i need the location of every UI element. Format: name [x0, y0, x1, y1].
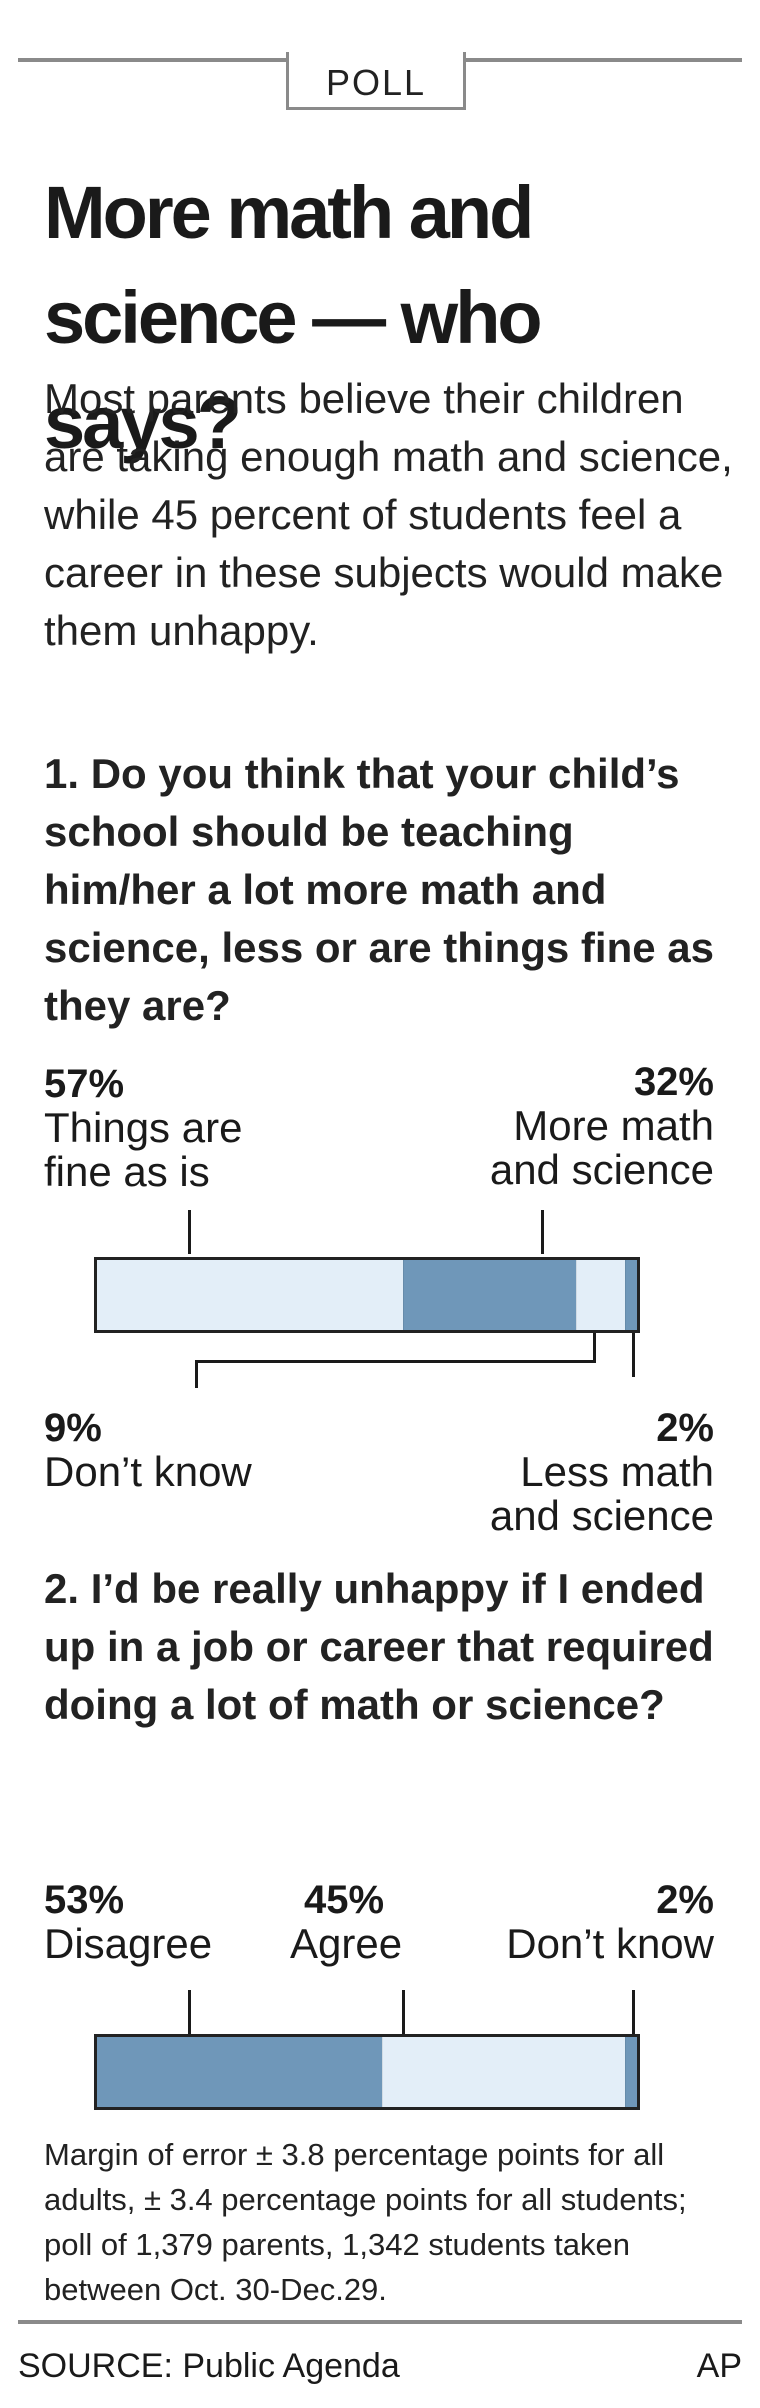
question-2: 2. I’d be really unhappy if I ended up i…: [44, 1565, 714, 1728]
q1-more-label-1: More math: [513, 1102, 714, 1149]
bottom-rule: [18, 2320, 742, 2324]
q1-more-leader: [541, 1210, 544, 1254]
q1-less-pct: 2%: [656, 1406, 714, 1450]
q2-agree-label: Agree: [290, 1920, 403, 1967]
q1-fine-pct: 57%: [44, 1062, 125, 1106]
q2-disagree-leader: [188, 1990, 191, 2034]
q1-more-label-2: and science: [489, 1146, 714, 1193]
q1-less-label-1: Less math: [520, 1448, 714, 1495]
q1-more-pct: 32%: [633, 1060, 714, 1104]
q2-dk-leader: [632, 1990, 635, 2034]
poll-tab: POLL: [286, 52, 466, 110]
ap-credit: AP: [696, 2347, 742, 2385]
q1-less-label-2: and science: [489, 1492, 714, 1539]
q1-fine-label-1: Things are: [44, 1104, 243, 1151]
question-1: 1. Do you think that your child’s school…: [44, 750, 714, 1029]
q1-fine-label-2: fine as is: [44, 1148, 210, 1195]
headline-line-1: More math and: [44, 171, 534, 254]
bar-segment-things-are-fine-as-is: [97, 1260, 404, 1330]
q1-dk-label: Don’t know: [44, 1448, 252, 1495]
q1-less-leader: [632, 1333, 635, 1377]
q1-dk-bracket: [195, 1360, 596, 1363]
q2-dk-label: Don’t know: [506, 1920, 714, 1967]
q2-agree-pct: 45%: [304, 1878, 385, 1922]
bar-segment-don-t-know: [625, 2037, 637, 2107]
bar-segment-don-t-know: [575, 1260, 626, 1330]
q1-dk-bracket-drop: [195, 1360, 198, 1388]
deck-text: Most parents believe their children are …: [44, 375, 733, 654]
q1-stacked-bar: [94, 1257, 640, 1333]
source-credit: SOURCE: Public Agenda: [18, 2347, 400, 2385]
headline: More math and science — who says?: [44, 160, 734, 475]
q2-stacked-bar: [94, 2034, 640, 2110]
bar-segment-disagree: [97, 2037, 383, 2107]
q1-dk-leader: [593, 1333, 596, 1363]
q2-disagree-label: Disagree: [44, 1920, 213, 1967]
q1-dk-pct: 9%: [44, 1406, 102, 1450]
headline-line-2: science — who says?: [44, 276, 543, 464]
bar-segment-more-math-and-science: [403, 1260, 576, 1330]
q2-disagree-pct: 53%: [44, 1878, 125, 1922]
bar-segment-less-math-and-science: [625, 1260, 637, 1330]
q2-dk-pct: 2%: [656, 1878, 714, 1922]
margin-of-error-note: Margin of error ± 3.8 percentage points …: [44, 2137, 687, 2307]
bar-segment-agree: [382, 2037, 626, 2107]
q1-fine-leader: [188, 1210, 191, 1254]
q2-agree-leader: [402, 1990, 405, 2034]
